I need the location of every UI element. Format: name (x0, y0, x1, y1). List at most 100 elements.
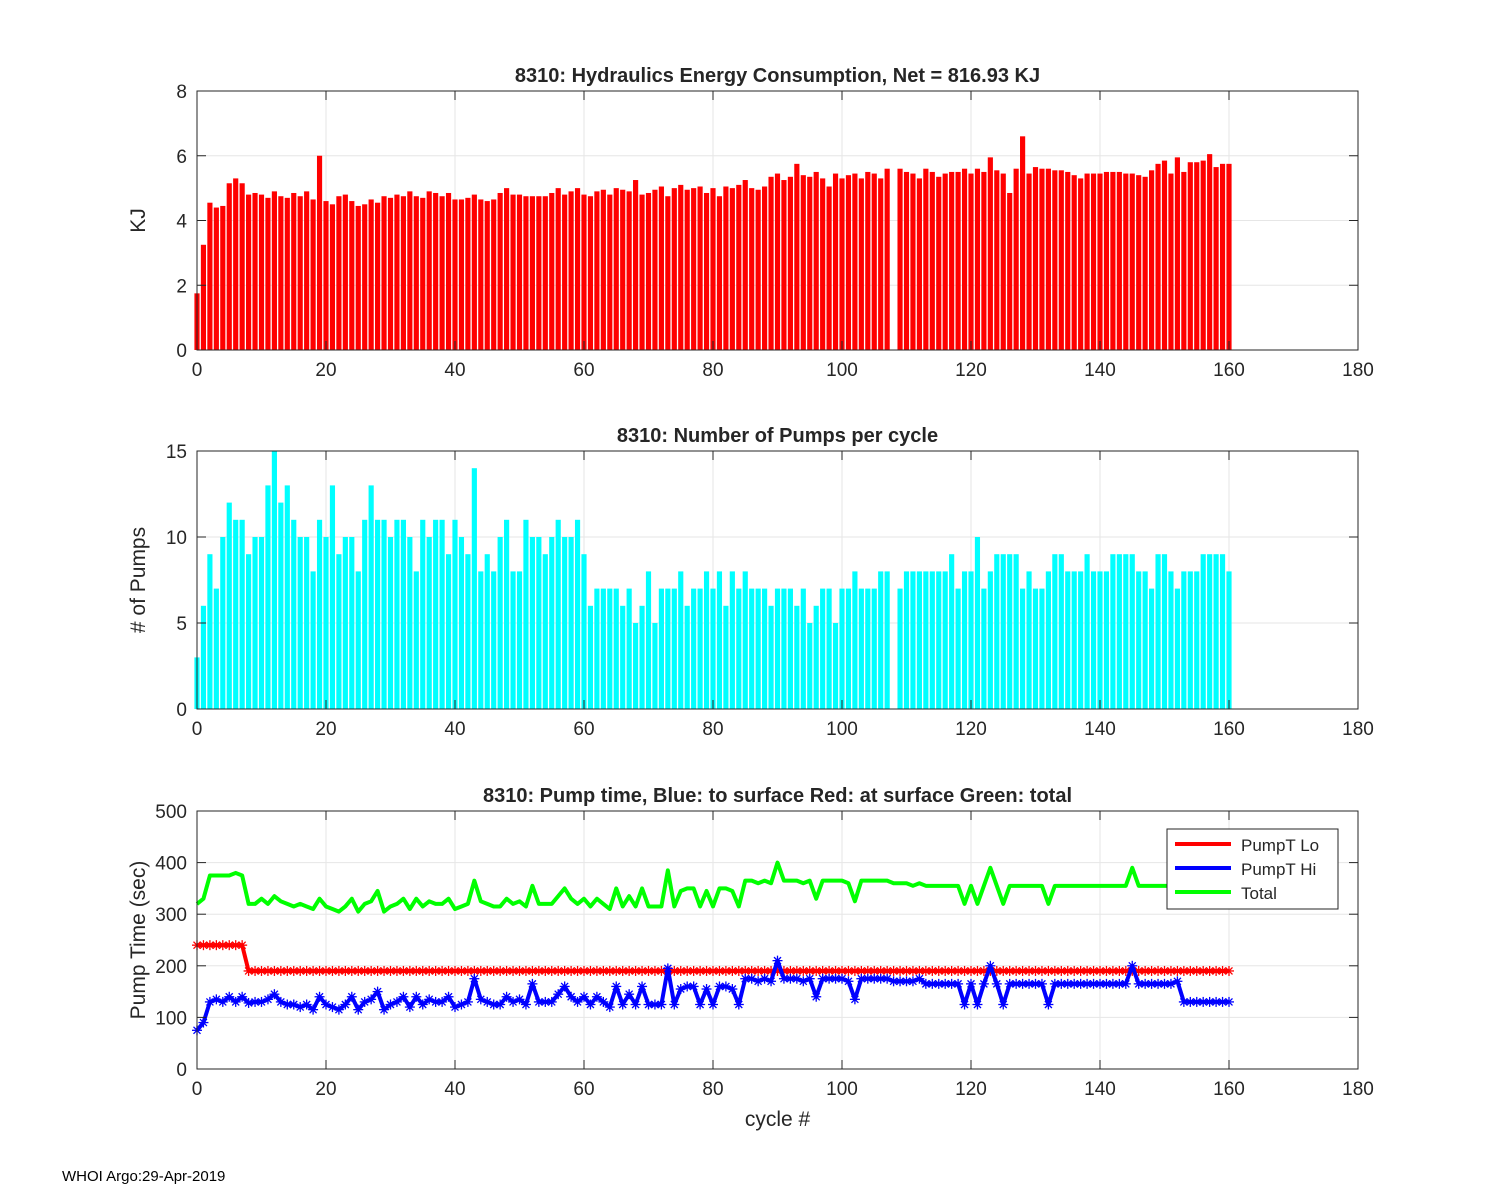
data-point-stroke (915, 974, 924, 983)
data-point-stroke (638, 967, 647, 975)
bar (568, 537, 574, 709)
data-point-stroke (1199, 997, 1208, 1006)
bar (1213, 167, 1219, 350)
bar (258, 194, 265, 350)
bar (1219, 554, 1226, 709)
bar (271, 451, 277, 709)
bar (1168, 173, 1174, 350)
data-point (579, 991, 589, 1002)
data-point-stroke (547, 997, 556, 1006)
bar (884, 571, 890, 709)
bar (465, 554, 471, 709)
bar (368, 199, 374, 350)
bar (878, 571, 884, 709)
bar (755, 588, 761, 709)
data-point-stroke (463, 967, 472, 975)
data-point-stroke (702, 967, 711, 975)
bar (1110, 554, 1116, 709)
data-point-stroke (986, 961, 995, 970)
bar (774, 173, 781, 350)
bar (800, 175, 806, 350)
data-point-stroke (734, 967, 743, 975)
data-point (437, 996, 448, 1007)
bar (239, 183, 245, 350)
bar (413, 571, 419, 709)
data-point-stroke (973, 967, 982, 975)
bar (1194, 162, 1200, 350)
bar (362, 519, 368, 709)
bar (278, 502, 284, 709)
bar (665, 588, 671, 709)
data-point-stroke (238, 941, 247, 950)
data-point (256, 965, 267, 976)
bar (671, 188, 677, 350)
x-tick-label: 120 (955, 719, 987, 740)
data-point (695, 999, 706, 1010)
bar (678, 571, 684, 709)
data-point (617, 999, 628, 1010)
data-point-stroke (373, 987, 382, 996)
bar (1045, 571, 1051, 709)
bar (1039, 168, 1045, 350)
bar (323, 537, 329, 709)
data-point-stroke (231, 997, 240, 1006)
data-point-stroke (586, 967, 595, 975)
data-point (701, 965, 712, 976)
data-point-stroke (457, 967, 466, 975)
bar (1168, 571, 1174, 709)
bar (387, 537, 394, 709)
y-tick-label: 0 (176, 1060, 187, 1081)
data-point-stroke (967, 979, 975, 988)
data-point-stroke (1134, 979, 1143, 988)
data-point-stroke (934, 967, 943, 975)
bar (1194, 571, 1200, 709)
data-point-stroke (470, 974, 479, 983)
bar (942, 173, 948, 350)
data-point (791, 965, 802, 976)
y-tick-label: 15 (166, 442, 187, 463)
data-point-stroke (799, 967, 808, 975)
data-point (314, 991, 325, 1002)
data-point-stroke (309, 1005, 318, 1014)
data-point-stroke (541, 967, 550, 975)
data-point-stroke (689, 982, 698, 991)
bar (1039, 588, 1045, 709)
bar (574, 188, 581, 350)
data-point-stroke (328, 1003, 337, 1012)
bar (716, 196, 723, 350)
data-point-stroke (444, 992, 453, 1001)
bar (703, 192, 710, 350)
bar (510, 194, 516, 350)
data-point (301, 965, 312, 976)
data-point-stroke (696, 1000, 705, 1009)
data-point-stroke (199, 1018, 208, 1027)
data-point (546, 996, 557, 1007)
data-point-stroke (747, 974, 756, 983)
data-point-stroke (650, 1000, 659, 1009)
data-point-stroke (412, 992, 421, 1001)
bar (600, 588, 606, 709)
data-point-stroke (928, 967, 937, 975)
data-point (391, 965, 402, 976)
bar (213, 588, 219, 709)
data-point (417, 999, 428, 1010)
bar (832, 173, 839, 350)
data-point (456, 965, 467, 976)
bar (497, 537, 503, 709)
data-point-stroke (663, 964, 672, 973)
bar (1174, 588, 1180, 709)
data-point (520, 999, 531, 1010)
bar (213, 207, 219, 350)
bar (994, 554, 1000, 709)
bar (1007, 554, 1013, 709)
data-point (443, 991, 454, 1002)
data-point (217, 996, 228, 1007)
x-tick-label: 40 (444, 360, 465, 381)
x-tick-label: 40 (444, 1079, 465, 1100)
data-point-stroke (838, 967, 846, 975)
data-point (224, 991, 235, 1002)
bar (645, 192, 652, 350)
data-point-stroke (612, 982, 621, 991)
data-point (398, 991, 409, 1002)
x-tick-label: 100 (826, 360, 858, 381)
